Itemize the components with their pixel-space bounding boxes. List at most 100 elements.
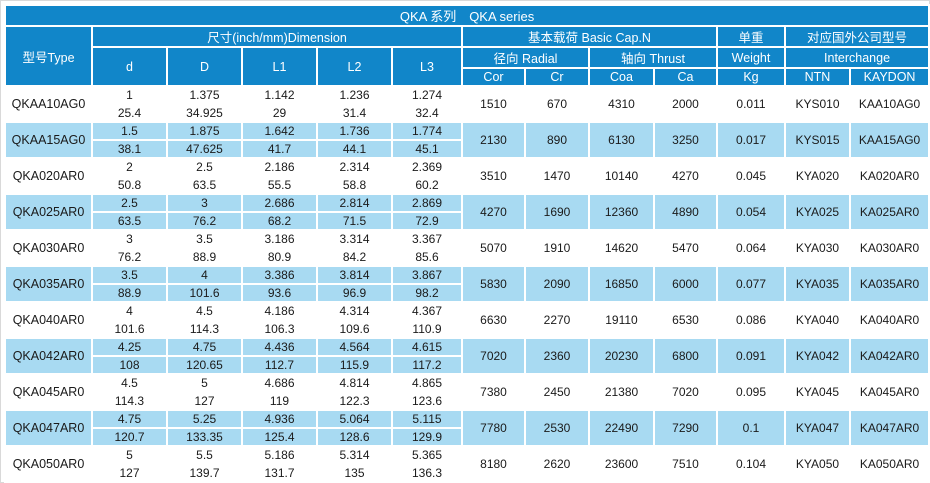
cell-ntn: KYA047 xyxy=(784,409,851,447)
cell-cor: 5830 xyxy=(461,265,526,303)
cell-L1-inch: 3.386 xyxy=(241,265,318,285)
cell-ca: 7290 xyxy=(653,409,718,447)
cell-L1-mm: 112.7 xyxy=(241,355,318,375)
cell-weight: 0.045 xyxy=(716,157,786,195)
cell-D-inch: 3 xyxy=(166,193,243,213)
cell-L3-inch: 1.774 xyxy=(391,121,463,141)
cell-L3-mm: 136.3 xyxy=(391,463,463,483)
cell-weight: 0.086 xyxy=(716,301,786,339)
cell-L2-mm: 44.1 xyxy=(316,139,393,159)
table-row-mm: 120.7 133.35 125.4 128.6 129.9 xyxy=(5,427,929,447)
table-row-inch: QKA040AR0 4 4.5 4.186 4.314 4.367 6630 2270 1911… xyxy=(4,301,930,339)
cell-D-mm: 114.3 xyxy=(166,319,243,339)
cell-cr: 1910 xyxy=(524,229,590,267)
cell-D-inch: 4 xyxy=(166,265,243,285)
cell-weight: 0.011 xyxy=(716,85,786,123)
cell-d-inch: 3.5 xyxy=(91,265,168,285)
cell-L1-inch: 2.186 xyxy=(241,157,318,177)
table-row-mm: 63.5 76.2 68.2 71.5 72.9 xyxy=(5,211,929,231)
cell-type: QKA035AR0 xyxy=(4,265,93,303)
cell-d-mm: 88.9 xyxy=(91,283,168,303)
col-header-d: d xyxy=(91,46,168,87)
cell-L2-inch: 5.064 xyxy=(316,409,393,429)
cell-ca: 7510 xyxy=(653,445,718,483)
col-header-weight-en: Weight xyxy=(716,46,786,69)
cell-d-inch: 4.5 xyxy=(91,373,168,393)
cell-L2-mm: 96.9 xyxy=(316,283,393,303)
cell-kaydon: KAA10AG0 xyxy=(848,85,930,123)
col-header-L1: L1 xyxy=(241,46,318,87)
table-title: QKA 系列 QKA series xyxy=(3,4,930,27)
cell-L1-inch: 2.686 xyxy=(241,193,318,213)
cell-L2-inch: 4.814 xyxy=(316,373,393,393)
cell-L3-mm: 123.6 xyxy=(391,391,463,411)
cell-L2-inch: 1.236 xyxy=(316,85,393,105)
cell-cr: 1690 xyxy=(524,193,590,231)
col-header-interchange-en: Interchange xyxy=(783,46,930,69)
cell-D-mm: 101.6 xyxy=(166,283,243,303)
cell-D-mm: 133.35 xyxy=(166,427,243,447)
cell-D-inch: 5.5 xyxy=(166,445,243,465)
cell-cor: 1510 xyxy=(461,85,526,123)
cell-L3-inch: 1.274 xyxy=(391,85,463,105)
cell-type: QKA047AR0 xyxy=(4,409,93,447)
table-row-inch: QKA025AR0 2.5 3 2.686 2.814 2.869 4270 1690 1236… xyxy=(4,193,930,231)
cell-coa: 21380 xyxy=(588,373,655,411)
cell-D-inch: 4.5 xyxy=(166,301,243,321)
cell-d-inch: 4 xyxy=(91,301,168,321)
table-row-mm: 127 139.7 131.7 135 136.3 xyxy=(5,463,929,483)
cell-L2-mm: 128.6 xyxy=(316,427,393,447)
cell-type: QKA050AR0 xyxy=(4,445,93,483)
cell-ca: 7020 xyxy=(653,373,718,411)
table-row-inch: QKAA15AG0 1.5 1.875 1.642 1.736 1.774 2130 890 6… xyxy=(4,121,930,159)
cell-L3-mm: 98.2 xyxy=(391,283,463,303)
cell-D-inch: 5 xyxy=(166,373,243,393)
cell-D-mm: 88.9 xyxy=(166,247,243,267)
cell-D-inch: 1.375 xyxy=(166,85,243,105)
cell-ntn: KYA035 xyxy=(784,265,851,303)
cell-cr: 2530 xyxy=(524,409,590,447)
cell-d-mm: 114.3 xyxy=(91,391,168,411)
cell-ca: 6800 xyxy=(653,337,718,375)
cell-kaydon: KA042AR0 xyxy=(848,337,930,375)
cell-weight: 0.095 xyxy=(716,373,786,411)
cell-L1-mm: 55.5 xyxy=(241,175,318,195)
cell-L3-inch: 2.369 xyxy=(391,157,463,177)
col-header-radial: 径向 Radial xyxy=(461,46,590,69)
cell-L3-inch: 3.867 xyxy=(391,265,463,285)
cell-d-mm: 76.2 xyxy=(91,247,168,267)
cell-L2-mm: 109.6 xyxy=(316,319,393,339)
cell-cor: 3510 xyxy=(461,157,526,195)
cell-coa: 22490 xyxy=(588,409,655,447)
cell-ntn: KYA042 xyxy=(784,337,851,375)
cell-type: QKA025AR0 xyxy=(4,193,93,231)
cell-coa: 4310 xyxy=(588,85,655,123)
cell-d-mm: 120.7 xyxy=(91,427,168,447)
cell-L1-inch: 4.686 xyxy=(241,373,318,393)
cell-ca: 5470 xyxy=(653,229,718,267)
cell-D-mm: 34.925 xyxy=(166,103,243,123)
cell-coa: 10140 xyxy=(588,157,655,195)
cell-coa: 6130 xyxy=(588,121,655,159)
table-row-inch: QKA030AR0 3 3.5 3.186 3.314 3.367 5070 1910 1462… xyxy=(4,229,930,267)
table-row-mm: 114.3 127 119 122.3 123.6 xyxy=(5,391,929,411)
cell-ca: 4270 xyxy=(653,157,718,195)
cell-d-inch: 3 xyxy=(91,229,168,249)
cell-cr: 890 xyxy=(524,121,590,159)
cell-ca: 3250 xyxy=(653,121,718,159)
cell-kaydon: KAA15AG0 xyxy=(848,121,930,159)
col-header-kaydon: KAYDON xyxy=(848,67,930,87)
cell-cr: 2270 xyxy=(524,301,590,339)
cell-ntn: KYA045 xyxy=(784,373,851,411)
col-header-dimension: 尺寸(inch/mm)Dimension xyxy=(91,25,463,48)
cell-weight: 0.064 xyxy=(716,229,786,267)
cell-L2-inch: 5.314 xyxy=(316,445,393,465)
cell-D-inch: 5.25 xyxy=(166,409,243,429)
cell-type: QKA030AR0 xyxy=(4,229,93,267)
cell-L2-mm: 135 xyxy=(316,463,393,483)
cell-ntn: KYA040 xyxy=(784,301,851,339)
cell-L3-mm: 129.9 xyxy=(391,427,463,447)
table-row-mm: 25.4 34.925 29 31.4 32.4 xyxy=(5,103,929,123)
cell-weight: 0.054 xyxy=(716,193,786,231)
